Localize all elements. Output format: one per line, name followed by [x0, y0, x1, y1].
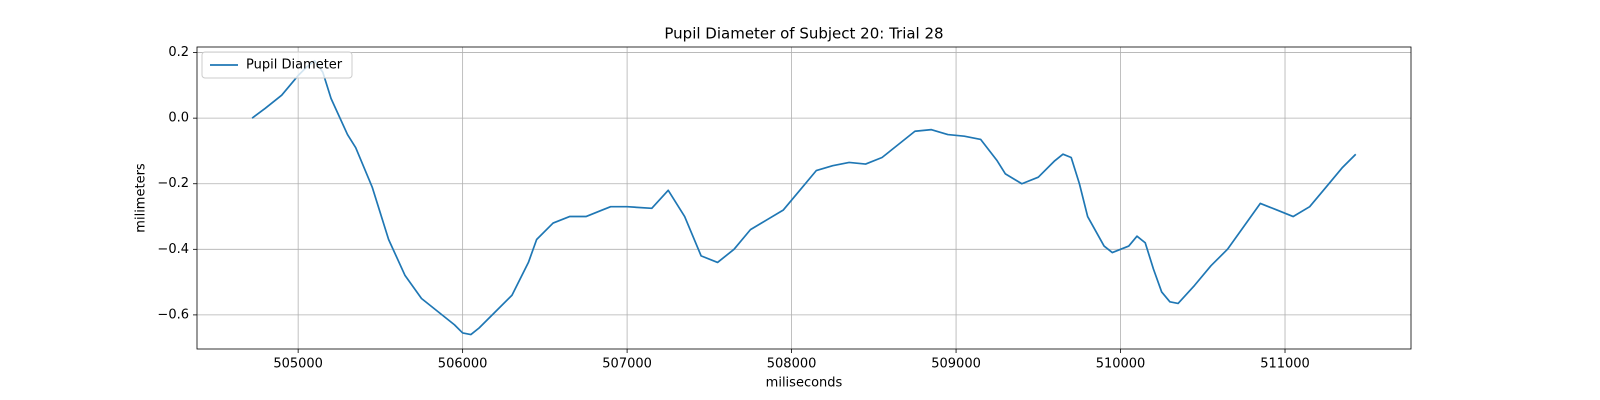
x-tick-label: 510000 [1096, 357, 1146, 372]
y-axis-label: milimeters [134, 163, 149, 233]
y-tick-label: −0.6 [157, 307, 189, 322]
data-line [251, 59, 1357, 336]
legend-label: Pupil Diameter [246, 58, 343, 73]
y-tick-label: −0.4 [157, 242, 189, 257]
x-tick-label: 507000 [602, 357, 652, 372]
legend-box [201, 51, 353, 79]
axes-frame [196, 46, 1412, 350]
chart-title: Pupil Diameter of Subject 20: Trial 28 [664, 25, 943, 43]
y-tick-label: 0.0 [168, 111, 189, 126]
y-tick-label: 0.2 [168, 45, 189, 60]
x-tick-label: 511000 [1260, 357, 1310, 372]
x-axis-label: miliseconds [766, 376, 843, 391]
x-tick-label: 509000 [931, 357, 981, 372]
x-tick-label: 505000 [273, 357, 323, 372]
y-tick-label: −0.2 [157, 176, 189, 191]
x-tick-label: 508000 [767, 357, 817, 372]
x-tick-label: 506000 [438, 357, 488, 372]
